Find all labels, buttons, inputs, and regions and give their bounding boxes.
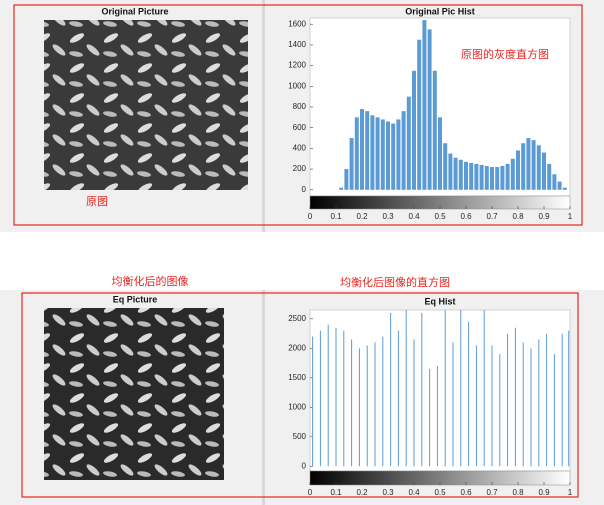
bar [412, 70, 416, 190]
chart-title: Original Pic Hist [405, 6, 475, 16]
bar [557, 181, 562, 190]
bar [490, 167, 494, 190]
bar [344, 169, 349, 190]
bar [552, 174, 557, 190]
image-caption: 均衡化后的图像 [112, 274, 189, 288]
bar [521, 143, 526, 190]
bar [391, 123, 396, 190]
x-tick-label: 0.1 [330, 212, 342, 221]
x-tick-label: 0.5 [434, 488, 446, 497]
bar [526, 138, 531, 190]
bar [547, 163, 552, 190]
x-tick-label: 0.8 [512, 488, 524, 497]
bar [354, 117, 359, 190]
y-tick-label: 1000 [288, 81, 306, 90]
y-tick-label: 1200 [288, 61, 306, 70]
bar [375, 117, 380, 190]
bar [469, 162, 474, 190]
divider [262, 0, 265, 232]
y-tick-label: 0 [302, 461, 307, 470]
image-grains [44, 308, 224, 480]
annotation: 均衡化后图像的直方图 [340, 275, 450, 289]
bar [500, 165, 505, 190]
x-tick-label: 0.3 [382, 212, 394, 221]
y-tick-label: 1000 [288, 402, 306, 411]
bar [339, 187, 344, 190]
bar [505, 163, 510, 190]
bar [474, 163, 479, 190]
image-title: Original Picture [101, 6, 168, 16]
bar [432, 70, 437, 190]
y-tick-label: 800 [293, 102, 307, 111]
y-tick-label: 0 [302, 185, 307, 194]
bar [386, 121, 390, 190]
image-caption: 原图 [86, 195, 108, 208]
bar [448, 153, 453, 190]
bar [370, 115, 375, 190]
x-tick-label: 0.8 [512, 212, 524, 221]
bar [531, 140, 536, 190]
x-tick-label: 0 [308, 212, 313, 221]
x-tick-label: 0.2 [356, 488, 368, 497]
bar [349, 138, 354, 190]
y-tick-label: 2000 [288, 343, 306, 352]
bar [401, 111, 406, 190]
x-tick-label: 0 [308, 488, 313, 497]
annotation: 原图的灰度直方图 [461, 47, 549, 61]
bar [406, 96, 411, 190]
x-tick-label: 0.4 [408, 212, 420, 221]
y-tick-label: 400 [293, 144, 307, 153]
x-tick-label: 0.2 [356, 212, 368, 221]
bar [427, 29, 432, 190]
bar [422, 20, 427, 190]
image-title: Eq Picture [113, 294, 158, 304]
highlight-box [13, 4, 583, 226]
bar [365, 111, 370, 190]
bar [443, 143, 448, 190]
bar [458, 159, 463, 190]
bar [380, 119, 385, 190]
x-tick-label: 0.4 [408, 488, 420, 497]
x-tick-label: 0.7 [486, 212, 498, 221]
y-tick-label: 1500 [288, 373, 306, 382]
bar [360, 109, 364, 190]
bar [438, 117, 442, 190]
bar [562, 187, 567, 190]
bar [479, 164, 484, 190]
x-tick-label: 0.7 [486, 488, 498, 497]
bar [536, 145, 541, 190]
chart-title: Eq Hist [424, 296, 455, 306]
bar [453, 157, 458, 190]
y-tick-label: 200 [293, 164, 307, 173]
bar [542, 152, 546, 190]
bar [396, 119, 401, 190]
plot-area [309, 309, 571, 472]
x-tick-label: 0.5 [434, 212, 446, 221]
bar [510, 158, 515, 190]
x-tick-label: 0.9 [538, 212, 550, 221]
image-grains [44, 20, 248, 190]
x-tick-label: 0.6 [460, 212, 472, 221]
bar [464, 161, 468, 190]
x-tick-label: 1 [568, 488, 573, 497]
x-tick-label: 1 [568, 212, 573, 221]
highlight-box [21, 292, 579, 498]
y-tick-label: 500 [293, 432, 307, 441]
y-tick-label: 1400 [288, 40, 306, 49]
y-tick-label: 2500 [288, 314, 306, 323]
x-tick-label: 0.3 [382, 488, 394, 497]
y-tick-label: 1600 [288, 19, 306, 28]
bar [484, 165, 489, 190]
bar [495, 167, 500, 190]
x-tick-label: 0.1 [330, 488, 342, 497]
divider [262, 290, 265, 505]
bar [417, 39, 422, 190]
x-tick-label: 0.9 [538, 488, 550, 497]
y-tick-label: 600 [293, 123, 307, 132]
x-tick-label: 0.6 [460, 488, 472, 497]
bar [516, 150, 520, 190]
